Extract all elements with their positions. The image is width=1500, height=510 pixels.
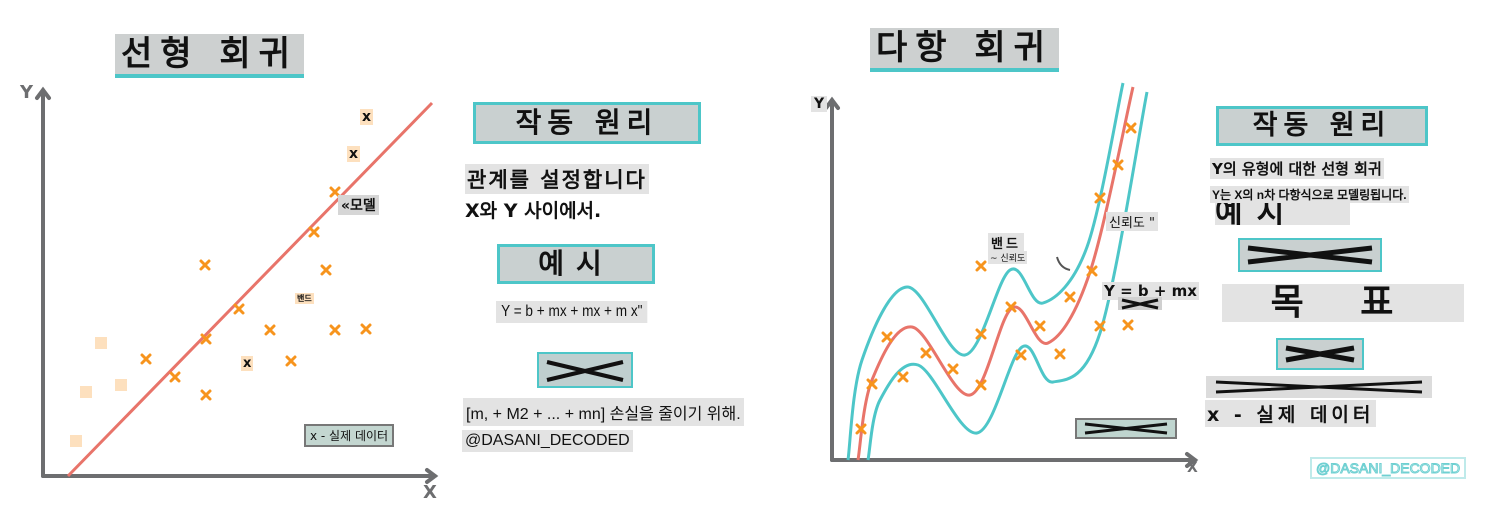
band-label: 밴드 <box>988 233 1024 252</box>
cross-icon <box>1285 345 1355 363</box>
data-point-marker <box>308 226 320 238</box>
data-point-marker <box>1015 349 1027 361</box>
data-point-marker <box>1034 320 1046 332</box>
data-point-marker <box>285 355 297 367</box>
linear-x-axis <box>41 468 439 484</box>
data-point-marker <box>1125 122 1137 134</box>
data-point-marker <box>975 260 987 272</box>
data-point-marker <box>975 379 987 391</box>
small-note-label <box>115 379 127 391</box>
marker-label: x <box>347 146 361 162</box>
data-point-marker <box>140 353 152 365</box>
data-point-marker <box>1064 291 1076 303</box>
linear-desc-line1: 관계를 설정합니다 <box>465 164 649 194</box>
actual-data-legend: x - 실제 데이터 <box>1205 400 1377 427</box>
data-point-marker <box>264 324 276 336</box>
model-label: «모델 <box>338 195 379 215</box>
data-point-marker <box>320 264 332 276</box>
poly-how-title: 작동 원리 <box>1216 106 1428 146</box>
linear-desc-line2: X와 Y 사이에서. <box>465 200 602 222</box>
data-point-marker <box>897 371 909 383</box>
cross-icon <box>1084 422 1168 435</box>
data-point-marker <box>1122 319 1134 331</box>
data-point-marker <box>200 389 212 401</box>
band-arrow-icon <box>1056 256 1071 271</box>
linear-y-axis-label: Y <box>20 82 34 103</box>
linear-example-title: 예시 <box>497 244 655 284</box>
data-point-marker <box>1086 265 1098 277</box>
cross-icon <box>1247 245 1373 265</box>
data-point-marker <box>1094 192 1106 204</box>
formula-x-box <box>1118 297 1162 310</box>
linear-credit: @DASANI_DECODED <box>462 430 633 452</box>
poly-curve-formula: Y = b + mx <box>1102 282 1199 300</box>
data-point-marker <box>1094 320 1106 332</box>
poly-goal-title: 목 표 <box>1222 284 1464 322</box>
data-point-marker <box>866 378 878 390</box>
data-point-marker <box>855 423 867 435</box>
linear-formula: Y = b + mx + mx + m x" <box>496 301 648 323</box>
poly-desc-line2: Y는 X의 n차 다항식으로 모델링됩니다. <box>1210 186 1409 203</box>
data-point-marker <box>200 333 212 345</box>
band-label: 밴드 <box>295 293 314 304</box>
data-point-marker <box>329 324 341 336</box>
regression-line <box>66 101 434 478</box>
data-point-marker <box>169 371 181 383</box>
goal-strike-box <box>1206 376 1432 398</box>
linear-how-title: 작동 원리 <box>473 102 701 144</box>
upper-confidence-band <box>846 82 1125 461</box>
data-point-marker <box>199 259 211 271</box>
lower-confidence-band <box>866 91 1149 461</box>
goal-x-box <box>1276 338 1364 370</box>
marker-label: x <box>241 356 254 371</box>
data-point-marker <box>1054 348 1066 360</box>
cross-icon <box>1121 298 1159 310</box>
legend-x-box <box>1075 418 1177 439</box>
poly-y-axis-label: Y <box>811 96 828 112</box>
linear-x-axis-label: X <box>423 482 437 503</box>
data-point-marker <box>360 323 372 335</box>
data-point-marker <box>233 303 245 315</box>
polynomial-title: 다항 회귀 <box>870 28 1059 72</box>
linear-title: 선형 회귀 <box>115 34 304 78</box>
poly-desc-line1: Y의 유형에 대한 선형 회귀 <box>1210 158 1384 179</box>
data-point-marker <box>920 347 932 359</box>
poly-y-axis <box>824 96 840 462</box>
actual-data-legend: x - 실제 데이터 <box>304 424 395 447</box>
example-x-box <box>537 352 633 388</box>
data-point-marker <box>1112 159 1124 171</box>
linear-goal-text: [m, + M2 + ... + mn] 손실을 줄이기 위해. <box>463 398 744 426</box>
poly-credit: @DASANI_DECODED <box>1310 457 1467 479</box>
small-note-label <box>95 337 107 349</box>
band-sub-label: ~ 신뢰도 <box>988 251 1028 264</box>
poly-x-axis <box>830 452 1199 468</box>
small-note-label <box>80 386 92 398</box>
marker-label: x <box>360 109 374 125</box>
confidence-label: 신뢰도 " <box>1106 212 1158 231</box>
data-point-marker <box>947 363 959 375</box>
data-point-marker <box>881 331 893 343</box>
data-point-marker <box>329 186 341 198</box>
data-point-marker <box>1005 301 1017 313</box>
data-point-marker <box>975 328 987 340</box>
cross-icon <box>546 360 624 382</box>
poly-x-axis-label: X <box>1187 460 1198 476</box>
poly-example-title: 예시 <box>1215 203 1350 225</box>
example-x-box <box>1238 238 1382 272</box>
cross-icon <box>1215 380 1423 394</box>
small-note-label <box>70 435 82 447</box>
linear-y-axis <box>35 86 51 478</box>
